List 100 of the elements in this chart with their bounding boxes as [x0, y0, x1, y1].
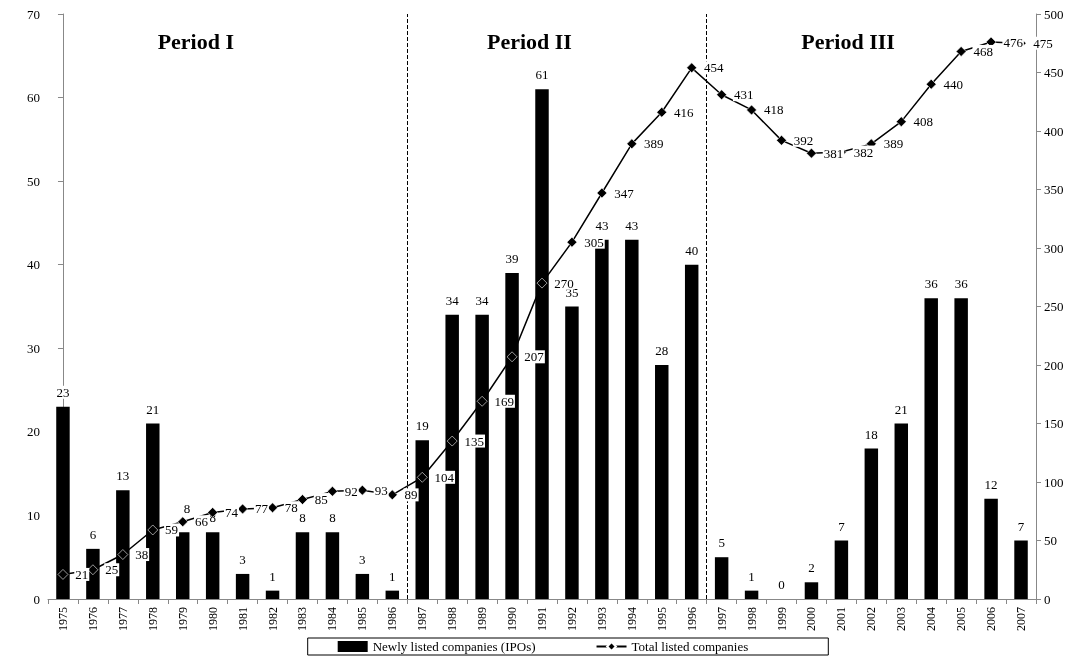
- y2-tick-label: 350: [1044, 182, 1064, 197]
- data-label: 8: [299, 510, 306, 526]
- bar: [714, 557, 729, 599]
- bar: [355, 573, 370, 599]
- y-tick-label: 70: [27, 6, 40, 22]
- x-tick-label: 1983: [295, 607, 310, 631]
- data-label: 8: [183, 500, 191, 516]
- x-tick-label: 1988: [445, 607, 460, 631]
- data-label: 1: [269, 568, 276, 584]
- x-tick-label: 1989: [475, 607, 490, 631]
- point: [566, 236, 578, 248]
- data-label: 454: [704, 60, 724, 76]
- x-tick-label: 1994: [624, 607, 639, 631]
- data-label: 18: [864, 426, 878, 442]
- y2-tick-label: 0: [1044, 591, 1051, 607]
- y-tick-label: 20: [27, 424, 40, 440]
- data-label: 93: [374, 482, 388, 498]
- bar: [175, 532, 190, 599]
- data-label: 418: [763, 102, 784, 118]
- legend-label: Newly listed companies (IPOs): [372, 639, 536, 654]
- y-tick-label: 0: [33, 591, 40, 607]
- bar: [265, 590, 280, 599]
- bar: [864, 448, 879, 599]
- y2-tick-label: 500: [1044, 6, 1064, 22]
- x-tick-label: 1999: [774, 607, 789, 631]
- x-tick-label: 2003: [894, 607, 909, 631]
- point: [117, 549, 129, 560]
- data-label: 408: [913, 114, 934, 130]
- x-tick-label: 1984: [325, 607, 340, 631]
- annotation: Period I: [157, 28, 235, 54]
- data-label: 59: [165, 522, 179, 538]
- bar: [385, 590, 400, 599]
- x-tick-label: 2007: [1014, 607, 1029, 631]
- x-tick-label: 1978: [145, 607, 160, 631]
- x-tick-label: 1986: [385, 607, 400, 631]
- x-tick-label: 1979: [175, 607, 190, 631]
- data-label: 5: [718, 535, 725, 551]
- data-label: 2: [808, 560, 815, 576]
- x-tick-label: 1991: [535, 607, 549, 631]
- data-label: 440: [943, 76, 964, 92]
- x-tick-label: 1997: [714, 607, 729, 631]
- annotation: Period III: [801, 28, 895, 54]
- point: [716, 89, 727, 101]
- data-label: 389: [644, 136, 664, 152]
- x-tick-label: 2001: [834, 607, 849, 631]
- data-label: 7: [838, 518, 846, 534]
- bar: [655, 365, 669, 599]
- x-tick-label: 2005: [954, 607, 969, 631]
- data-label: 169: [494, 393, 514, 409]
- y-tick-label: 40: [27, 257, 40, 273]
- bar: [235, 573, 250, 599]
- point: [57, 569, 69, 580]
- data-label: 1: [748, 568, 755, 584]
- data-label: 21: [75, 566, 89, 582]
- point: [955, 46, 967, 57]
- bar: [834, 540, 849, 599]
- point: [626, 138, 638, 150]
- data-label: 12: [984, 476, 998, 492]
- point: [416, 472, 428, 483]
- legend-label: Total listed companies: [631, 639, 749, 654]
- x-tick-label: 1981: [235, 607, 250, 631]
- bar: [804, 582, 819, 599]
- y-tick-label: 50: [27, 173, 40, 189]
- annotation: Period II: [486, 28, 572, 54]
- point: [776, 135, 787, 146]
- x-tick-label: 1992: [564, 607, 579, 631]
- data-label: 382: [853, 144, 874, 160]
- bar: [295, 532, 310, 599]
- data-label: 104: [434, 469, 455, 485]
- data-label: 40: [685, 242, 699, 258]
- point: [327, 486, 338, 497]
- data-label: 392: [793, 132, 814, 148]
- data-label: 0: [778, 577, 785, 592]
- bar: [894, 423, 909, 599]
- y2-tick-label: 300: [1044, 240, 1064, 256]
- bar: [205, 532, 220, 599]
- y2-tick-label: 200: [1044, 357, 1064, 373]
- data-label: 34: [445, 292, 460, 308]
- data-label: 475: [1033, 35, 1053, 51]
- data-label: 74: [224, 504, 239, 520]
- data-label: 389: [883, 136, 904, 152]
- data-label: 381: [823, 145, 844, 161]
- x-tick-label: 1998: [744, 607, 759, 631]
- point: [925, 78, 937, 90]
- x-tick-label: 1990: [505, 607, 520, 631]
- data-label: 61: [535, 67, 549, 83]
- data-label: 78: [284, 500, 298, 516]
- data-label: 89: [404, 487, 418, 503]
- data-label: 135: [464, 433, 484, 449]
- y-tick-label: 60: [27, 90, 40, 106]
- data-label: 66: [195, 514, 209, 530]
- data-label: 85: [314, 492, 328, 508]
- data-label: 77: [254, 501, 269, 517]
- data-label: 8: [329, 510, 336, 526]
- data-label: 43: [595, 217, 609, 233]
- x-tick-label: 1996: [684, 607, 699, 631]
- data-label: 416: [674, 104, 695, 120]
- data-label: 92: [344, 483, 358, 499]
- data-label: 13: [116, 468, 130, 484]
- bar: [984, 498, 998, 599]
